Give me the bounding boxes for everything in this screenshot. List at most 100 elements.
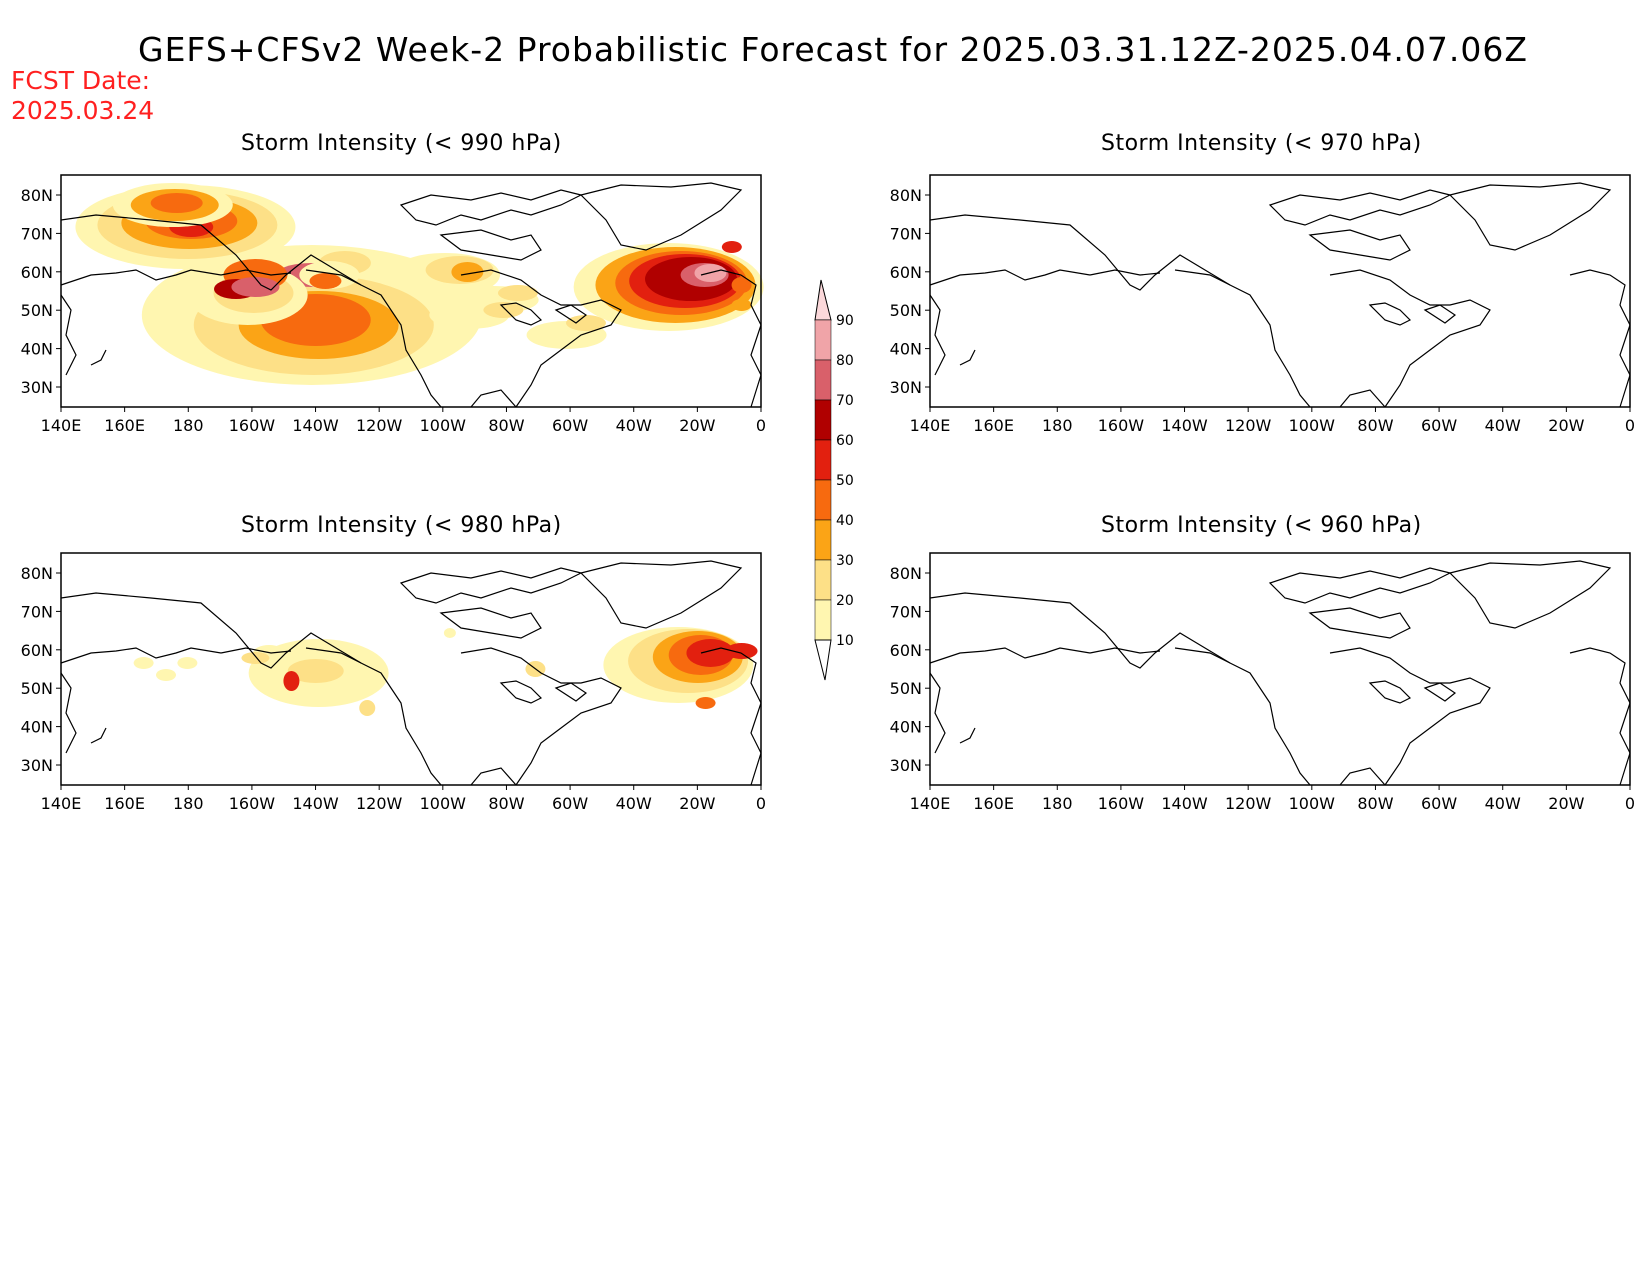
map-frame — [929, 552, 1631, 786]
coastline — [1448, 182, 1612, 251]
shading-cell — [287, 659, 344, 683]
shading-cell — [156, 669, 176, 681]
shading-cell — [150, 193, 203, 213]
colorbar-label: 60 — [836, 433, 854, 449]
lon-label: 40W — [1485, 794, 1521, 813]
shading-cell — [686, 639, 735, 667]
shading-cell — [451, 262, 484, 282]
colorbar-label: 70 — [836, 393, 854, 409]
lon-label: 140W — [1161, 794, 1208, 813]
coastline — [470, 389, 517, 408]
colorbar-cap-bottom — [814, 639, 832, 681]
lon-label: 100W — [420, 794, 467, 813]
lat-label: 60N — [890, 641, 922, 660]
coastline — [579, 560, 743, 629]
coastline — [220, 269, 292, 276]
colorbar-segment — [814, 399, 832, 441]
panel-title-990: Storm Intensity (< 990 hPa) — [241, 131, 562, 156]
lon-label: 140E — [910, 794, 951, 813]
colorbar-segment — [814, 479, 832, 521]
colorbar-label: 30 — [836, 553, 854, 569]
lon-label: 160E — [973, 416, 1014, 435]
coastline — [579, 182, 743, 251]
lon-label: 100W — [1289, 794, 1336, 813]
shading-cell — [725, 643, 758, 659]
shading-cell — [309, 273, 342, 289]
coastline — [305, 269, 362, 286]
coastline — [1448, 560, 1612, 629]
coastline — [60, 672, 77, 754]
colorbar-segment — [814, 559, 832, 601]
coastline — [554, 304, 588, 324]
lon-label: 140E — [910, 416, 951, 435]
coastline — [929, 214, 1311, 408]
forecast-date: FCST Date: 2025.03.24 — [11, 66, 154, 126]
coastline — [439, 229, 542, 261]
shading-cell — [497, 285, 538, 301]
coastline — [1174, 269, 1231, 286]
colorbar-label: 40 — [836, 513, 854, 529]
lat-label: 50N — [890, 301, 922, 320]
coastline — [1268, 567, 1452, 604]
lon-label: 160E — [104, 794, 145, 813]
panel-title-960: Storm Intensity (< 960 hPa) — [1101, 513, 1422, 538]
lat-label: 50N — [890, 679, 922, 698]
coastline — [929, 294, 946, 376]
colorbar-segment — [814, 439, 832, 481]
shading-cell — [241, 652, 270, 664]
probability-shading — [75, 183, 764, 385]
lat-label: 80N — [890, 564, 922, 583]
coastline — [90, 727, 107, 744]
lon-label: 60W — [1421, 416, 1457, 435]
coastline — [1569, 647, 1631, 786]
coastline — [60, 294, 77, 376]
lon-label: 0 — [756, 416, 766, 435]
colorbar-segment — [814, 519, 832, 561]
lon-label: 140W — [292, 794, 339, 813]
coastline — [90, 349, 107, 366]
coastline — [1089, 269, 1161, 276]
colorbar-segment — [814, 319, 832, 361]
shading-cell — [177, 657, 198, 669]
lon-label: 120W — [1225, 416, 1272, 435]
lat-label: 60N — [21, 263, 53, 282]
shading-cell — [695, 697, 716, 709]
lon-label: 160W — [229, 794, 276, 813]
lon-label: 40W — [616, 794, 652, 813]
colorbar-segment — [814, 359, 832, 401]
coastline — [1569, 269, 1631, 408]
map-panel-980: 80N 70N 60N 50N 40N 30N 140E 160E 180 160W 140W 120… — [21, 552, 766, 813]
coastline — [399, 567, 583, 604]
coastline — [305, 647, 362, 664]
panel-title-980: Storm Intensity (< 980 hPa) — [241, 513, 562, 538]
lat-label: 40N — [890, 340, 922, 359]
shading-cell — [483, 302, 524, 318]
lon-label: 60W — [552, 794, 588, 813]
coastline — [1339, 767, 1386, 786]
lat-label: 70N — [890, 224, 922, 243]
colorbar-segment — [814, 599, 832, 641]
lat-label: 40N — [890, 718, 922, 737]
colorbar-label: 10 — [836, 633, 854, 649]
lat-label: 80N — [890, 186, 922, 205]
lon-label: 120W — [356, 794, 403, 813]
coastline — [929, 269, 1091, 286]
shading-cell — [721, 241, 742, 253]
coastline — [1174, 647, 1231, 664]
shading-cell — [566, 315, 606, 331]
lon-label: 0 — [1625, 794, 1635, 813]
map-panel-990: 80N 70N 60N 50N 40N 30N 140E 160E 180 160W 140W 120… — [21, 174, 766, 435]
lat-label: 30N — [21, 378, 53, 397]
colorbar-cap-top — [814, 279, 832, 321]
coastline — [1329, 647, 1491, 786]
coastline — [399, 189, 583, 226]
lat-label: 70N — [21, 602, 53, 621]
coastline — [60, 214, 442, 408]
coastlines — [60, 182, 762, 408]
coastline — [499, 680, 543, 704]
coastline — [1423, 304, 1457, 324]
lon-label: 80W — [1357, 416, 1393, 435]
lon-label: 60W — [552, 416, 588, 435]
coastline — [60, 592, 442, 786]
